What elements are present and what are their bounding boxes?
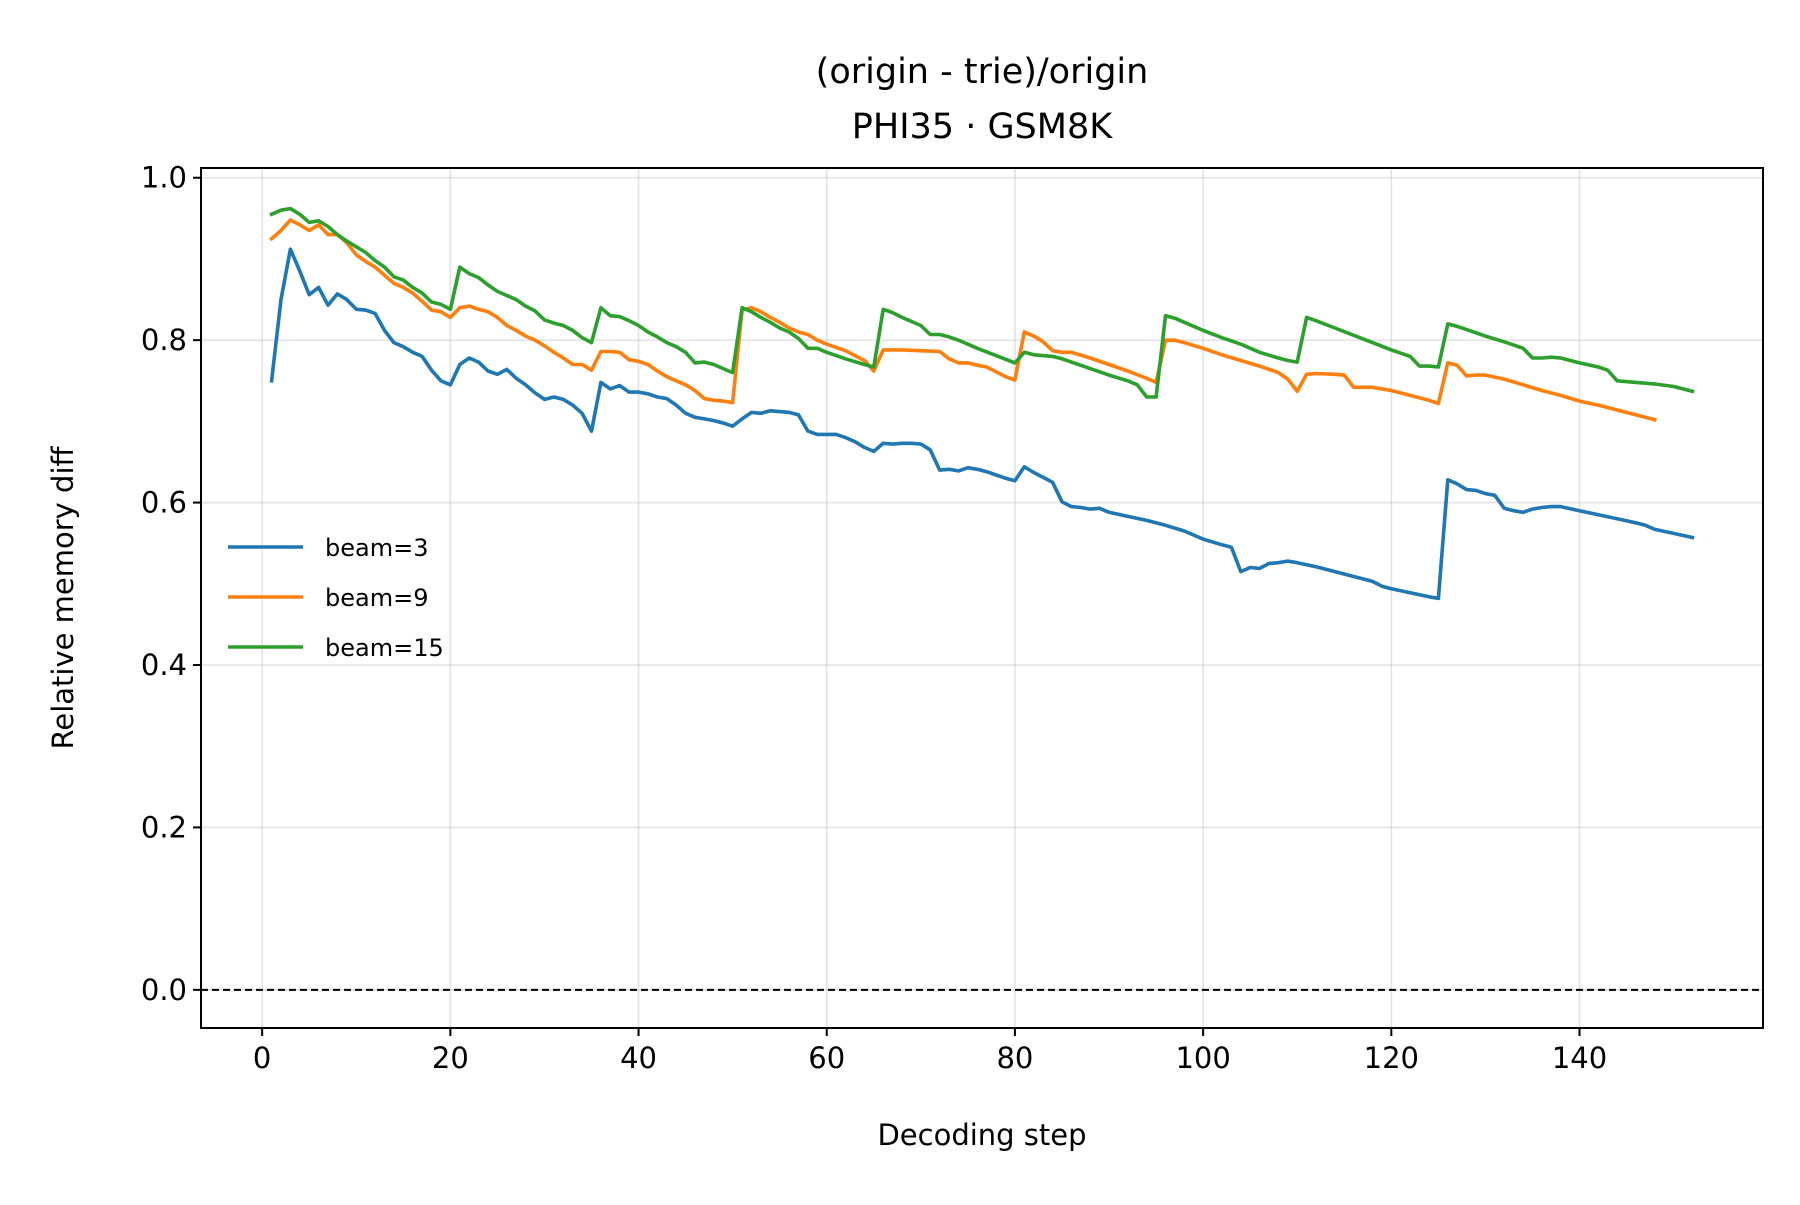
x-tick-label: 80 [996,1041,1033,1075]
y-tick-label: 1.0 [141,161,187,195]
series-line-beam-9 [269,218,1657,422]
legend-label: beam=9 [325,584,428,612]
series-line-beam-3 [269,247,1695,601]
data-series [269,206,1695,601]
legend-label: beam=15 [325,634,444,662]
x-tick-label: 140 [1552,1041,1607,1075]
x-axis-label: Decoding step [877,1118,1086,1152]
chart-title-line-1: (origin - trie)/origin [816,52,1149,92]
x-tick-label: 0 [253,1041,271,1075]
chart-title-line-2: PHI35 · GSM8K [852,107,1113,147]
x-tick-label: 40 [620,1041,657,1075]
x-tick-label: 60 [808,1041,845,1075]
legend: beam=3 beam=9 beam=15 [228,534,444,662]
y-tick-label: 0.0 [141,973,187,1007]
x-axis-ticks: 0 20 40 60 80 100 120 140 [253,1028,1607,1075]
x-tick-label: 100 [1175,1041,1230,1075]
y-axis-label: Relative memory diff [46,445,80,749]
series-line-beam-15 [269,206,1695,399]
legend-label: beam=3 [325,534,428,562]
y-tick-label: 0.8 [141,323,187,357]
y-axis-ticks: 0.0 0.2 0.4 0.6 0.8 1.0 [141,161,201,1007]
x-tick-label: 120 [1364,1041,1419,1075]
x-tick-label: 20 [432,1041,469,1075]
plot-frame [200,167,1764,1029]
y-tick-label: 0.6 [141,486,187,520]
y-tick-label: 0.4 [141,648,187,682]
y-tick-label: 0.2 [141,810,187,844]
